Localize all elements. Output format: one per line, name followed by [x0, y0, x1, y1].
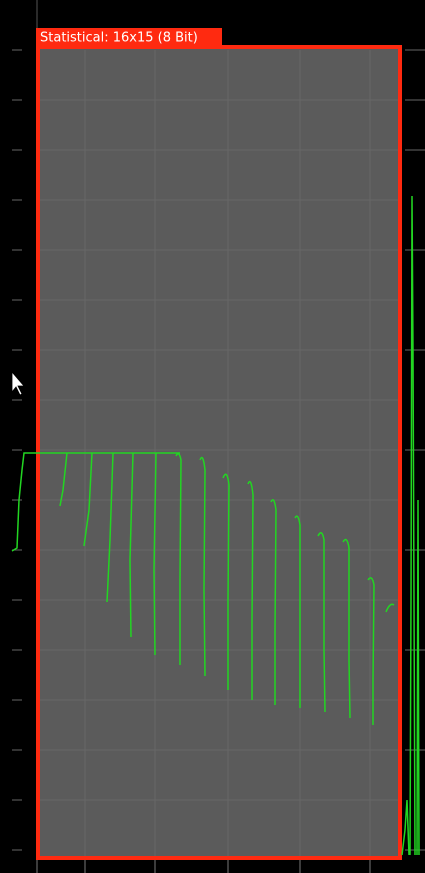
mouse-cursor	[11, 370, 25, 396]
bottom-ticks	[36, 860, 371, 873]
waveform	[11, 195, 420, 856]
grid	[40, 50, 398, 856]
selection-label: Statistical: 16x15 (8 Bit)	[40, 31, 198, 46]
selection-tab[interactable]	[36, 28, 222, 47]
